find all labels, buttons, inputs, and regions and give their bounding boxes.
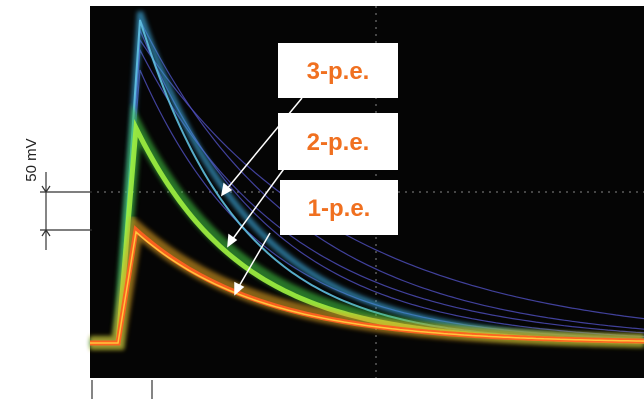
scale-label: 50 mV <box>23 138 40 181</box>
pe-label: 2-p.e. <box>307 129 370 156</box>
oscilloscope-figure: 50 mV 3-p.e. 2-p.e. 1-p.e. <box>0 0 644 399</box>
pe-label: 3-p.e. <box>307 58 370 85</box>
pe-label: 1-p.e. <box>308 195 371 222</box>
